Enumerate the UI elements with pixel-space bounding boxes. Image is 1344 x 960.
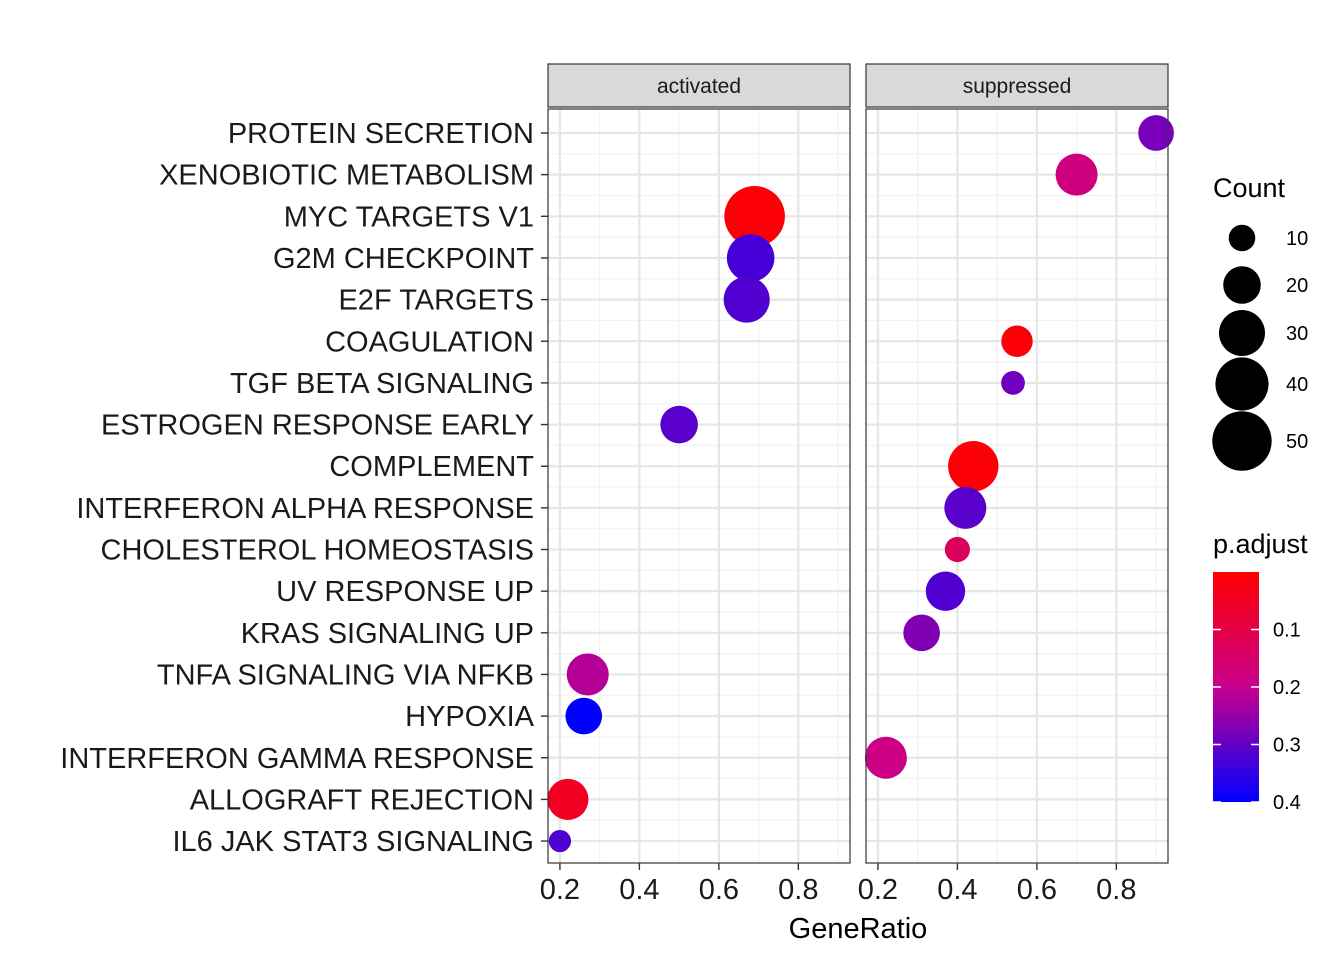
p-adjust-legend-label: 0.1 (1273, 620, 1301, 642)
count-legend-key (1215, 357, 1269, 411)
p-adjust-legend-label: 0.3 (1273, 735, 1301, 757)
panel-border (547, 108, 851, 864)
count-legend-key (1212, 411, 1272, 471)
points-suppressed (864, 115, 1174, 779)
y-tick-label: HYPOXIA (405, 701, 535, 733)
y-tick-label: COMPLEMENT (329, 451, 534, 483)
data-point (1138, 115, 1174, 151)
x-tick-label: 0.2 (540, 874, 580, 906)
y-tick-label: XENOBIOTIC METABOLISM (159, 160, 534, 192)
strip-label-activated: activated (657, 75, 741, 98)
x-tick-label: 0.8 (1096, 874, 1136, 906)
y-tick-label: PROTEIN SECRETION (228, 118, 534, 150)
panel-background (866, 109, 1168, 863)
x-tick-label: 0.6 (1017, 874, 1057, 906)
y-tick-label: CHOLESTEROL HOMEOSTASIS (101, 535, 534, 567)
gridlines (866, 109, 1168, 863)
count-legend-label: 20 (1286, 275, 1308, 297)
data-point (1001, 371, 1025, 395)
data-point (723, 276, 770, 323)
y-tick-label: TNFA SIGNALING VIA NFKB (157, 659, 534, 691)
x-axis-title: GeneRatio (789, 913, 928, 945)
y-tick-label: TGF BETA SIGNALING (230, 368, 534, 400)
data-point (660, 405, 698, 444)
data-point (944, 536, 970, 563)
x-axis: 0.2 0.4 0.6 0.8 0.2 0.4 0.6 0.8 GeneRatio (540, 863, 1137, 945)
x-tick-label: 0.6 (699, 874, 739, 906)
strip-activated (547, 63, 851, 108)
gridlines (548, 109, 850, 863)
count-legend: Count 10 20 30 40 50 (1212, 173, 1308, 471)
y-tick-label: ALLOGRAFT REJECTION (190, 784, 534, 816)
count-legend-key (1223, 266, 1261, 304)
p-adjust-legend: p.adjust 0.1 0.2 0.3 0.4 (1213, 529, 1308, 814)
y-tick-label: UV RESPONSE UP (276, 576, 534, 608)
data-point (948, 441, 999, 492)
y-tick-label: IL6 JAK STAT3 SIGNALING (172, 826, 534, 858)
data-point (925, 571, 966, 611)
facet-panel-suppressed: suppressed (864, 63, 1174, 864)
p-adjust-legend-title: p.adjust (1213, 529, 1308, 559)
data-point (726, 234, 775, 282)
y-tick-label: ESTROGEN RESPONSE EARLY (101, 410, 534, 442)
data-point (1001, 325, 1033, 357)
y-tick-label: KRAS SIGNALING UP (241, 618, 534, 650)
x-tick-label: 0.2 (858, 874, 898, 906)
y-tick-label: MYC TARGETS V1 (284, 201, 534, 233)
x-tick-label: 0.4 (619, 874, 659, 906)
count-legend-key (1228, 224, 1256, 252)
data-point (565, 697, 603, 735)
y-tick-label: COAGULATION (325, 326, 534, 358)
data-point (944, 486, 987, 529)
y-tick-label: G2M CHECKPOINT (273, 243, 534, 275)
y-tick-label: INTERFERON GAMMA RESPONSE (60, 743, 534, 775)
data-point (566, 653, 609, 696)
count-legend-title: Count (1213, 173, 1286, 203)
facet-panel-activated: activated (547, 63, 851, 864)
data-point (547, 778, 589, 820)
data-point (724, 186, 785, 247)
y-tick-label: E2F TARGETS (338, 285, 534, 317)
count-legend-label: 50 (1286, 431, 1308, 453)
count-legend-label: 10 (1286, 228, 1308, 250)
y-axis-labels: PROTEIN SECRETION XENOBIOTIC METABOLISM MY… (60, 118, 548, 858)
count-legend-label: 30 (1286, 323, 1308, 345)
facet-panels: activated suppressed (547, 63, 1174, 864)
panel-border (865, 108, 1169, 864)
panel-background (548, 109, 850, 863)
count-legend-label: 40 (1286, 374, 1308, 396)
strip-suppressed (865, 63, 1169, 108)
data-point (1055, 153, 1098, 196)
x-tick-label: 0.4 (937, 874, 977, 906)
count-legend-key (1218, 309, 1266, 357)
data-point (864, 736, 907, 779)
data-point (903, 614, 940, 652)
points-activated (547, 186, 785, 853)
p-adjust-legend-label: 0.4 (1273, 792, 1301, 814)
data-point (548, 829, 572, 853)
strip-label-suppressed: suppressed (963, 75, 1072, 98)
y-tick-label: INTERFERON ALPHA RESPONSE (76, 493, 534, 525)
x-tick-label: 0.8 (778, 874, 818, 906)
p-adjust-legend-label: 0.2 (1273, 677, 1301, 699)
